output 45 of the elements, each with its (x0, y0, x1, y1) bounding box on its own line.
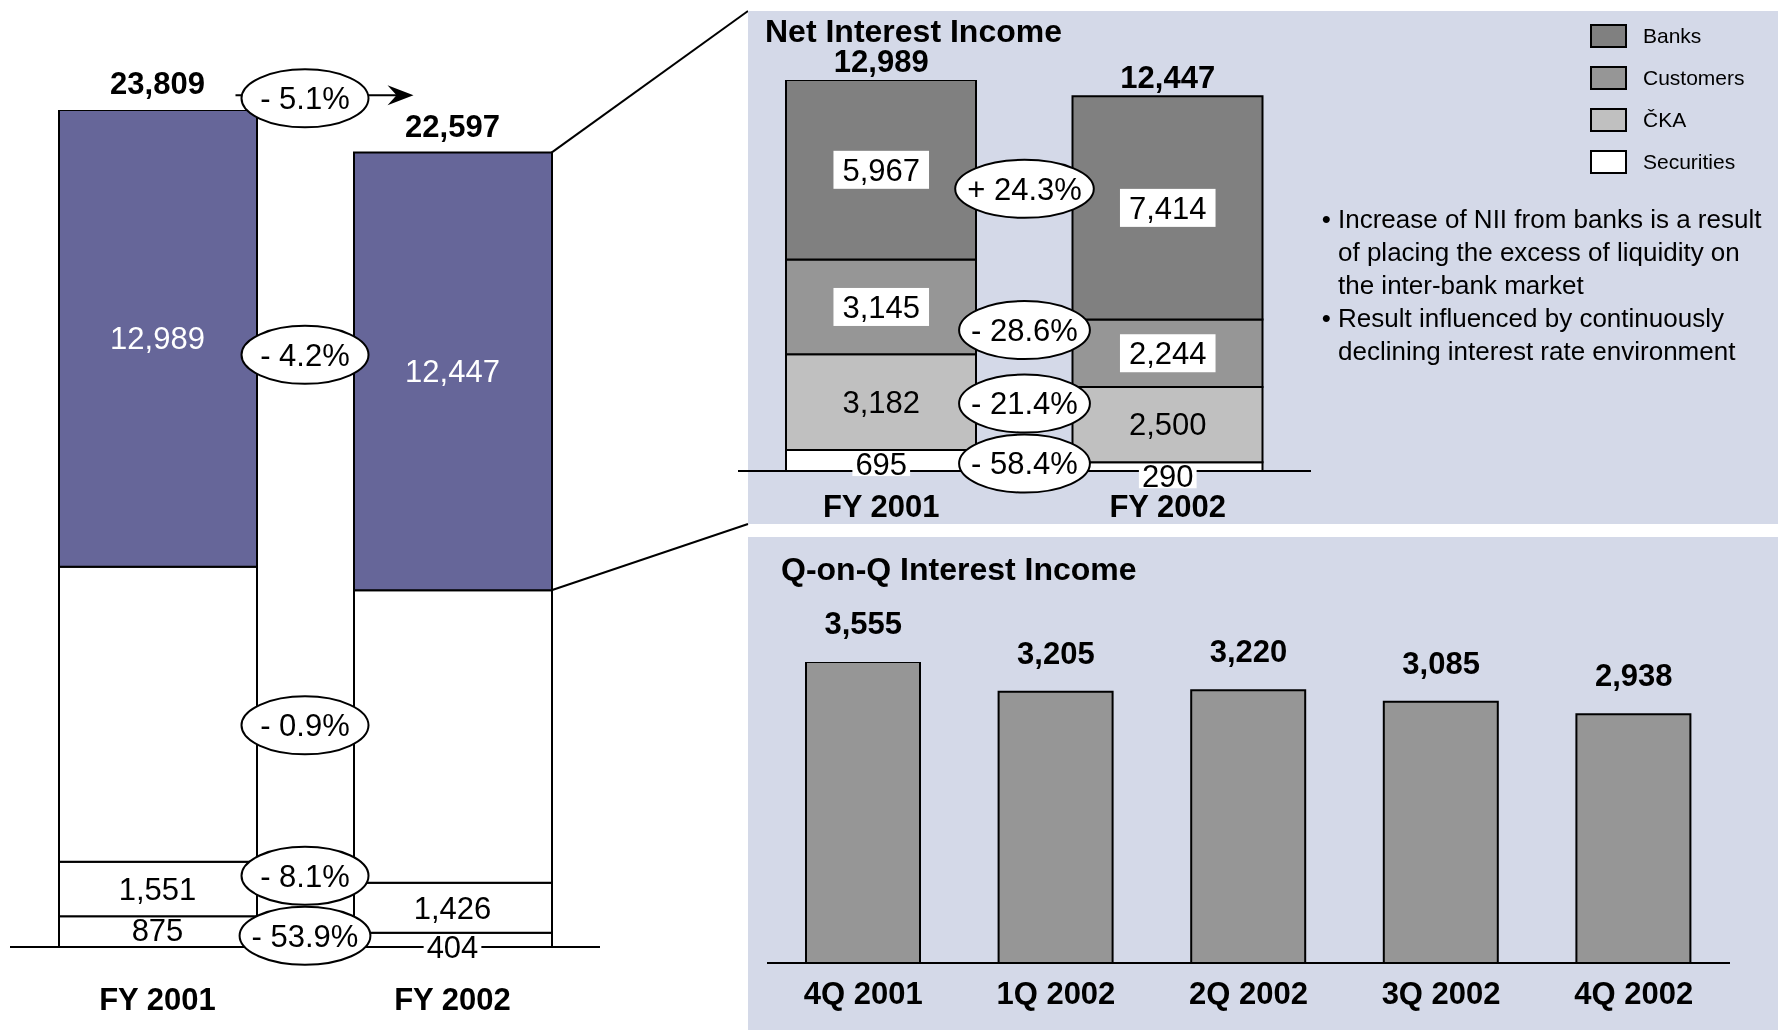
legend-label: Customers (1643, 66, 1745, 90)
x-tick-label: FY 2001 (99, 982, 216, 1018)
x-tick-label: FY 2001 (822, 489, 940, 525)
annotation: - 8.1% (260, 858, 350, 894)
data-label: 3,145 (842, 289, 921, 325)
annotation: - 58.4% (971, 446, 1078, 482)
data-label: 5,967 (842, 152, 921, 188)
data-label: 695 (855, 446, 908, 482)
data-label: 3,220 (1209, 634, 1288, 670)
annotation: - 5.1% (260, 81, 350, 117)
annotation: - 53.9% (251, 918, 359, 954)
annotation: - 4.2% (260, 337, 350, 373)
x-tick-label: 1Q 2002 (996, 976, 1116, 1012)
x-tick-label: 4Q 2001 (803, 976, 923, 1012)
data-label: 2,500 (1128, 407, 1207, 443)
data-label: 3,205 (1017, 635, 1095, 671)
data-label: 3,182 (842, 385, 921, 421)
chart-title: Q-on-Q Interest Income (781, 551, 1137, 587)
x-tick-label: FY 2002 (394, 982, 511, 1018)
x-tick-label: 3Q 2002 (1381, 976, 1501, 1012)
x-tick-label: 4Q 2002 (1574, 976, 1694, 1012)
annotation: + 24.3% (967, 171, 1082, 207)
data-label: 1,426 (413, 890, 492, 926)
data-label: 7,414 (1128, 190, 1207, 226)
data-label: 1,551 (118, 871, 197, 907)
total-label: 22,597 (405, 108, 500, 144)
text: • Increase of NII from banks is a result of placing the excess of liquidity on the inter-bank market (1321, 203, 1763, 302)
data-label: 3,085 (1402, 645, 1480, 681)
legend-label: ČKA (1643, 108, 1687, 132)
annotation: - 0.9% (260, 708, 350, 744)
annotation: - 28.6% (971, 312, 1078, 348)
data-label: 875 (131, 913, 184, 949)
legend-label: Securities (1643, 150, 1736, 174)
legend-label: Banks (1643, 24, 1702, 48)
total-label: 23,809 (110, 66, 205, 101)
total-label: 12,447 (1120, 60, 1216, 96)
data-label: 3,555 (824, 606, 903, 641)
x-tick-label: 2Q 2002 (1189, 976, 1308, 1012)
data-label: 404 (426, 929, 479, 965)
text: • Result influenced by continuously declining interest rate environment (1321, 302, 1737, 368)
data-label: 2,244 (1128, 336, 1207, 372)
data-label: 12,447 (405, 354, 500, 390)
data-label: 12,989 (110, 321, 205, 357)
data-label: 2,938 (1594, 658, 1673, 694)
annotation: - 21.4% (971, 386, 1078, 422)
